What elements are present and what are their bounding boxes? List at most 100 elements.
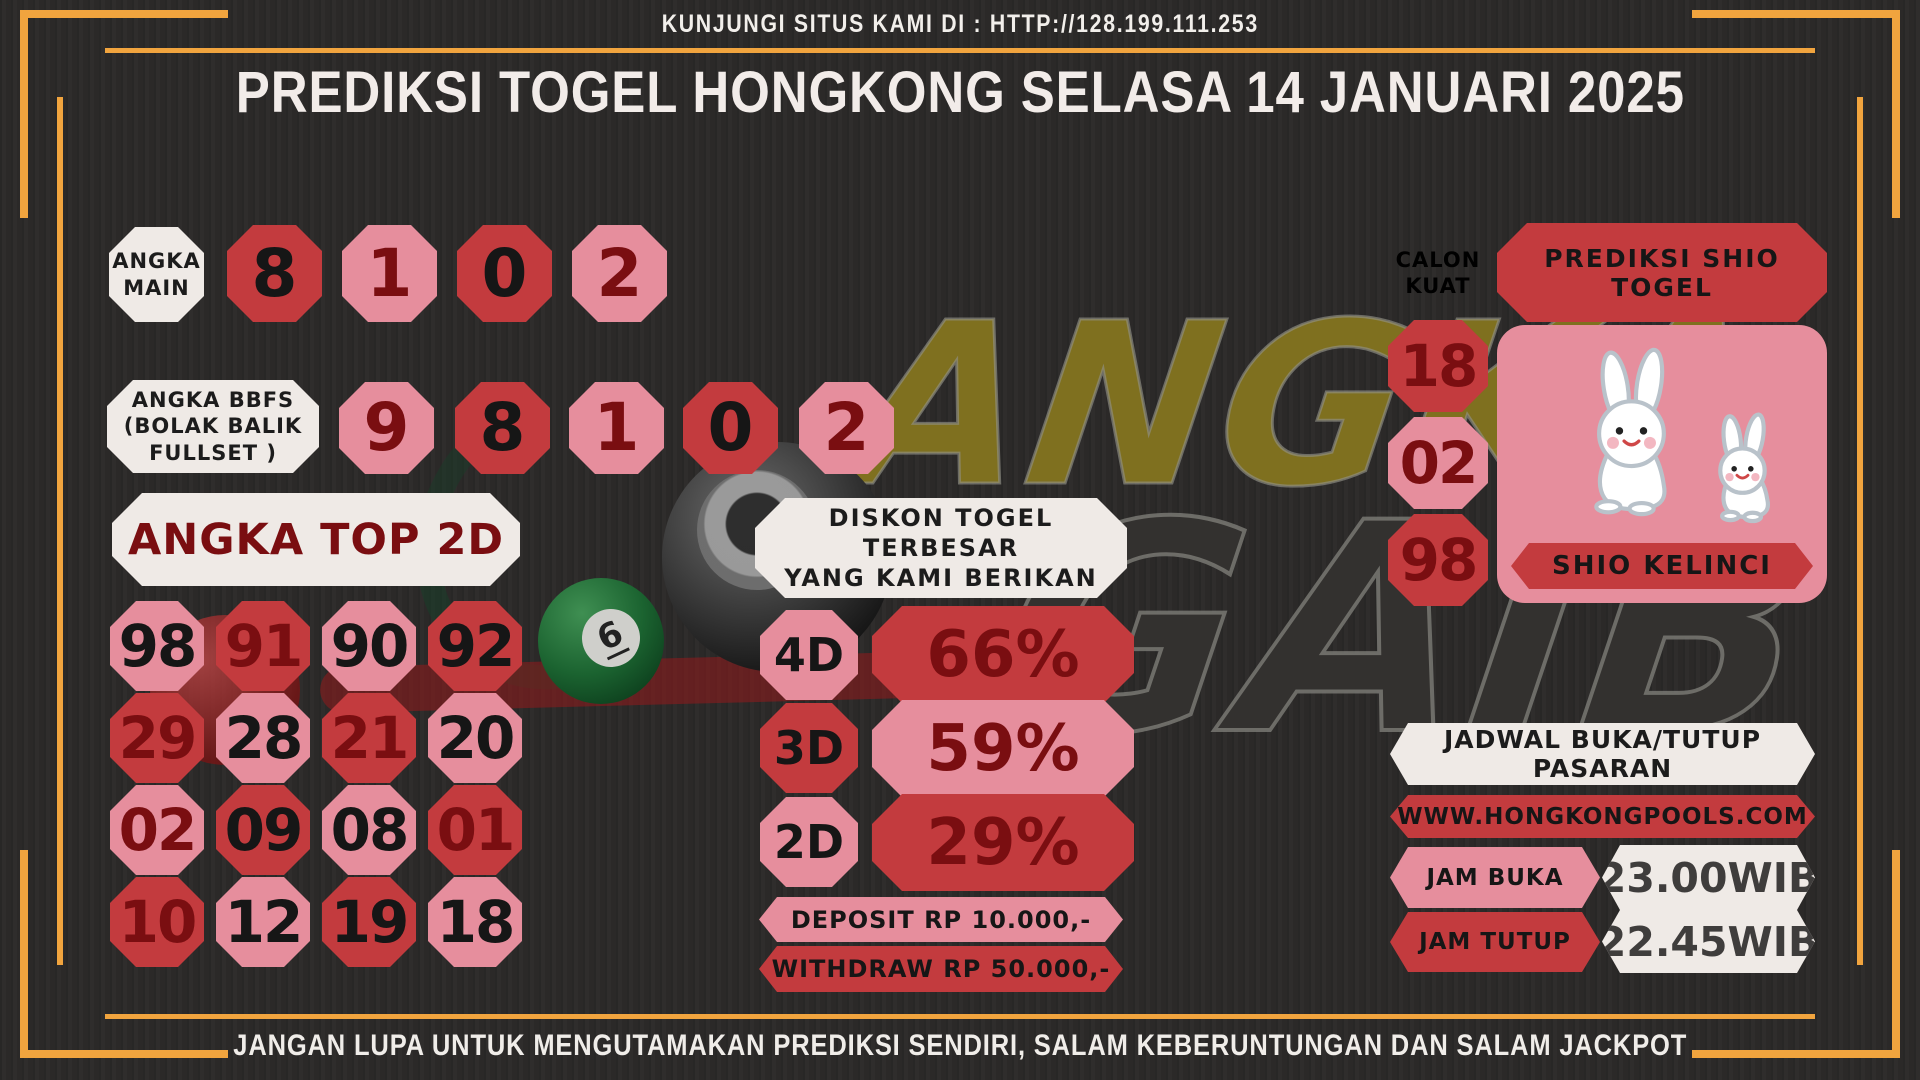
diskon-row-value-text: 29%: [926, 805, 1080, 880]
shio-banner-text: SHIO KELINCI: [1552, 551, 1772, 581]
top2d-cell: 08: [322, 785, 416, 875]
angka-bbfs-digit-value: 8: [479, 389, 526, 466]
angka-main-label: ANGKA MAIN: [109, 227, 204, 322]
footer-bar: JANGAN LUPA UNTUK MENGUTAMAKAN PREDIKSI …: [0, 1022, 1920, 1070]
top2d-cell: 02: [110, 785, 204, 875]
top2d-cell: 20: [428, 693, 522, 783]
page-title: PREDIKSI TOGEL HONGKONG SELASA 14 JANUAR…: [0, 60, 1920, 125]
frame-line-bottom: [105, 1014, 1815, 1019]
top2d-cell: 90: [322, 601, 416, 691]
withdraw-banner: WITHDRAW RP 50.000,-: [759, 946, 1123, 992]
top2d-cell-value: 91: [224, 612, 302, 680]
angka-top2d-label-text: ANGKA TOP 2D: [127, 514, 505, 565]
calon-kuat-number: 98: [1388, 514, 1488, 606]
diskon-row-label: 4D: [760, 610, 858, 700]
jam-buka-value: 23.00WIB: [1602, 845, 1815, 910]
diskon-row-label-text: 4D: [773, 628, 845, 682]
footer-text: JANGAN LUPA UNTUK MENGUTAMAKAN PREDIKSI …: [233, 1029, 1687, 1062]
diskon-row-label-text: 3D: [773, 721, 845, 775]
top2d-cell: 19: [322, 877, 416, 967]
angka-bbfs-digit-value: 2: [823, 389, 870, 466]
angka-bbfs-label-line1: ANGKA BBFS: [131, 388, 295, 413]
top2d-cell-value: 01: [436, 796, 514, 864]
angka-bbfs-label: ANGKA BBFS (BOLAK BALIK FULLSET ): [107, 380, 319, 473]
diskon-label-line2: YANG KAMI BERIKAN: [784, 564, 1098, 592]
diskon-row-value-text: 66%: [926, 617, 1080, 692]
calon-kuat-label-line1: CALON: [1395, 247, 1481, 272]
angka-main-digit: 8: [227, 225, 322, 322]
deposit-banner: DEPOSIT RP 10.000,-: [759, 897, 1123, 942]
diskon-row-label: 2D: [760, 797, 858, 887]
top2d-cell-value: 28: [224, 704, 302, 772]
billiard-6-ball-number: 6: [590, 612, 630, 661]
angka-main-label-line2: MAIN: [123, 275, 190, 300]
top2d-cell-value: 20: [436, 704, 514, 772]
angka-bbfs-digit: 8: [455, 382, 550, 474]
shio-card: SHIO KELINCI: [1497, 325, 1827, 603]
frame-line-right: [1857, 97, 1863, 965]
jam-tutup-label-text: JAM TUTUP: [1419, 929, 1571, 955]
top2d-cell: 28: [216, 693, 310, 783]
jadwal-website-text: WWW.HONGKONGPOOLS.COM: [1397, 803, 1808, 830]
diskon-label: DISKON TOGEL TERBESAR YANG KAMI BERIKAN: [755, 498, 1127, 598]
top2d-cell: 01: [428, 785, 522, 875]
withdraw-text: WITHDRAW RP 50.000,-: [771, 955, 1111, 983]
angka-bbfs-digit-value: 9: [363, 389, 410, 466]
calon-kuat-label: CALON KUAT: [1388, 223, 1488, 323]
angka-bbfs-label-line3: FULLSET ): [149, 440, 277, 465]
calon-kuat-number-value: 98: [1399, 526, 1477, 594]
top2d-cell: 12: [216, 877, 310, 967]
jam-buka-label: JAM BUKA: [1390, 847, 1600, 908]
angka-bbfs-digit: 9: [339, 382, 434, 474]
top2d-cell-value: 98: [118, 612, 196, 680]
top2d-cell: 09: [216, 785, 310, 875]
angka-bbfs-digit-value: 1: [593, 389, 640, 466]
jam-buka-label-text: JAM BUKA: [1426, 864, 1564, 891]
angka-main-digit: 1: [342, 225, 437, 322]
jadwal-header-text: JADWAL BUKA/TUTUP PASARAN: [1443, 725, 1762, 783]
rabbit-icon: [1594, 347, 1770, 524]
diskon-row-value: 66%: [872, 606, 1134, 703]
jadwal-website: WWW.HONGKONGPOOLS.COM: [1390, 795, 1815, 838]
top2d-cell: 10: [110, 877, 204, 967]
frame-line-left: [57, 97, 63, 965]
calon-kuat-number-value: 02: [1399, 429, 1477, 497]
angka-bbfs-digit: 2: [799, 382, 894, 474]
angka-main-digit-value: 2: [596, 234, 643, 312]
angka-main-digit-value: 0: [481, 234, 528, 312]
jam-tutup-label: JAM TUTUP: [1390, 912, 1600, 972]
diskon-row-value-text: 59%: [926, 711, 1080, 786]
frame-corner-bottom-left: [20, 850, 228, 1058]
top2d-cell: 18: [428, 877, 522, 967]
calon-kuat-number-value: 18: [1399, 332, 1477, 400]
angka-main-label-line1: ANGKA: [112, 249, 201, 274]
billiard-6-ball-circle: 6: [572, 599, 650, 677]
calon-kuat-number: 02: [1388, 417, 1488, 509]
top2d-cell: 29: [110, 693, 204, 783]
frame-corner-top-right: [1692, 10, 1900, 218]
diskon-label-line1: DISKON TOGEL TERBESAR: [828, 504, 1054, 562]
frame-line-top: [105, 48, 1815, 53]
jam-tutup-value: 22.45WIB: [1602, 910, 1815, 973]
angka-bbfs-digit-value: 0: [707, 389, 754, 466]
top2d-cell-value: 02: [118, 796, 196, 864]
top2d-cell-value: 08: [330, 796, 408, 864]
diskon-row-value: 29%: [872, 794, 1134, 891]
top2d-cell: 98: [110, 601, 204, 691]
page-title-text: PREDIKSI TOGEL HONGKONG SELASA 14 JANUAR…: [235, 59, 1685, 125]
angka-bbfs-digit: 1: [569, 382, 664, 474]
top2d-cell: 91: [216, 601, 310, 691]
top2d-cell-value: 09: [224, 796, 302, 864]
deposit-text: DEPOSIT RP 10.000,-: [790, 905, 1092, 934]
top2d-cell-value: 10: [118, 888, 196, 956]
angka-main-digit: 2: [572, 225, 667, 322]
calon-kuat-label-line2: KUAT: [1405, 274, 1471, 298]
jam-buka-value-text: 23.00WIB: [1597, 853, 1820, 902]
top2d-cell-value: 18: [436, 888, 514, 956]
shio-banner: SHIO KELINCI: [1511, 543, 1813, 589]
top2d-cell-value: 19: [330, 888, 408, 956]
shio-header-text: PREDIKSI SHIO TOGEL: [1544, 243, 1780, 302]
top2d-cell-value: 29: [118, 704, 196, 772]
diskon-row-label-text: 2D: [773, 815, 845, 869]
